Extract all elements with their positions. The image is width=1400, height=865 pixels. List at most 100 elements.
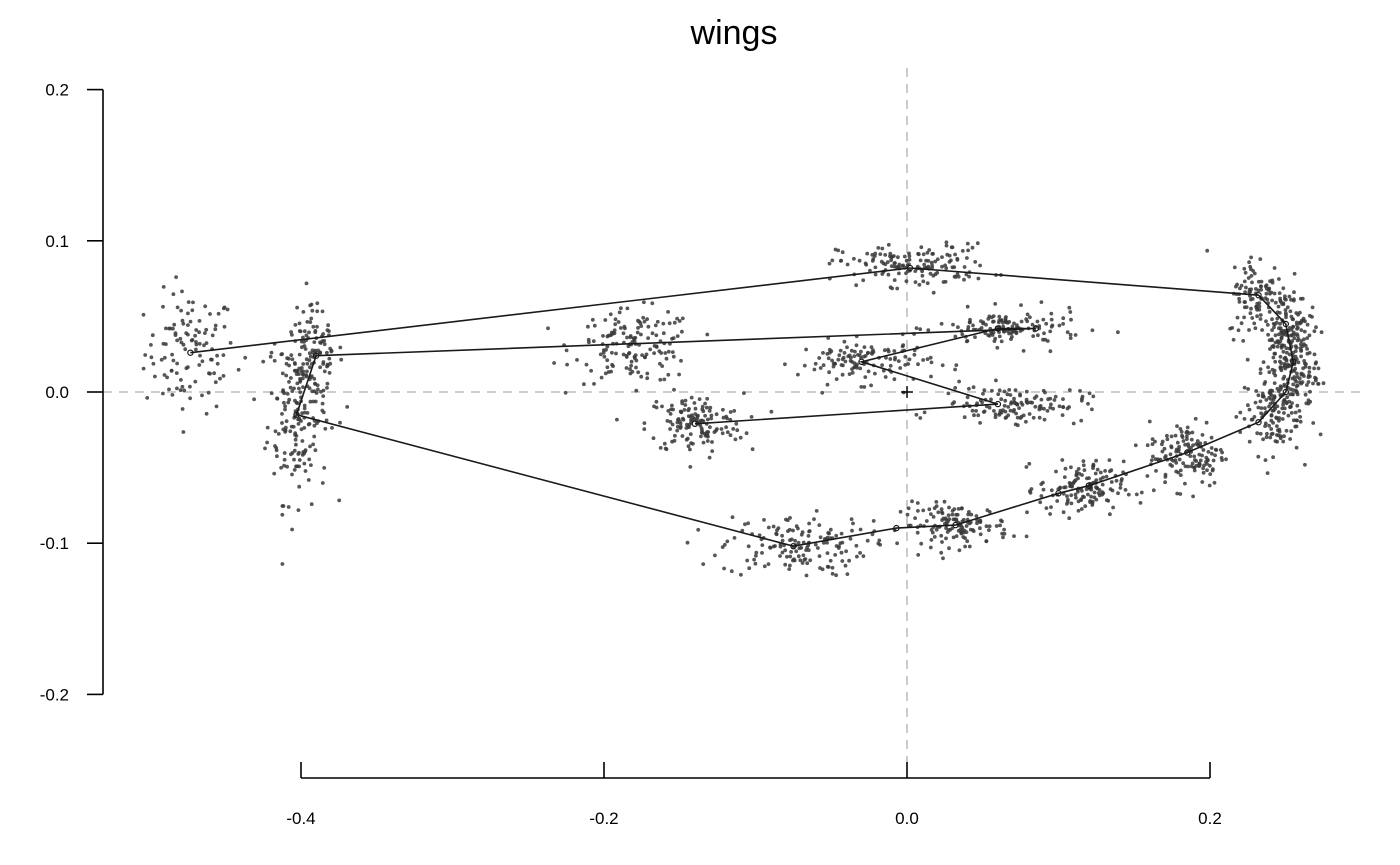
data-point <box>1277 277 1281 281</box>
data-point <box>978 421 982 425</box>
data-point <box>300 453 305 457</box>
data-point <box>1071 421 1076 426</box>
data-point <box>1271 397 1276 402</box>
data-point <box>1154 469 1158 473</box>
data-point <box>292 457 296 462</box>
data-point <box>871 348 875 352</box>
data-point <box>1049 488 1054 493</box>
data-point <box>995 345 1000 350</box>
data-point <box>1063 485 1068 490</box>
data-point <box>680 434 685 438</box>
data-point <box>944 536 948 541</box>
data-point <box>817 523 822 527</box>
data-point <box>760 551 764 555</box>
data-point <box>1055 499 1060 503</box>
data-point <box>1048 329 1053 334</box>
data-point <box>1291 392 1295 397</box>
data-point <box>1264 283 1269 288</box>
data-point <box>849 517 854 521</box>
data-point <box>729 569 734 574</box>
data-point <box>825 535 830 540</box>
data-point <box>853 349 857 354</box>
data-point <box>634 365 638 370</box>
data-point <box>208 312 212 316</box>
data-point <box>725 416 729 421</box>
data-point <box>1243 300 1247 304</box>
data-point <box>973 260 978 264</box>
data-point <box>1274 415 1279 420</box>
data-point <box>1100 490 1105 495</box>
data-point <box>272 471 277 476</box>
data-point <box>283 407 287 412</box>
data-point <box>675 334 680 338</box>
data-point <box>320 309 325 314</box>
data-point <box>806 534 811 538</box>
data-point <box>895 541 899 546</box>
data-point <box>1273 439 1278 443</box>
data-point <box>634 388 639 393</box>
data-point <box>1258 371 1263 375</box>
data-point <box>984 322 988 327</box>
data-point <box>683 403 688 407</box>
data-point <box>1220 458 1224 462</box>
data-point <box>1318 432 1323 437</box>
data-point <box>932 535 937 539</box>
data-point <box>1253 400 1258 405</box>
data-point <box>783 562 788 567</box>
data-point <box>940 540 944 544</box>
data-point <box>1237 296 1241 301</box>
data-point <box>1297 320 1302 325</box>
data-point <box>818 566 822 570</box>
data-point <box>1271 344 1276 348</box>
data-point <box>1306 380 1311 384</box>
data-point <box>957 548 962 553</box>
data-point <box>886 242 891 247</box>
data-point <box>1024 465 1029 469</box>
data-point <box>289 424 294 429</box>
data-point <box>564 348 569 353</box>
data-point <box>994 378 998 383</box>
data-point <box>904 271 908 276</box>
data-point <box>932 506 937 511</box>
data-point <box>145 396 150 400</box>
data-point <box>213 327 218 332</box>
data-point <box>1288 309 1293 314</box>
data-point <box>1260 328 1264 332</box>
data-point <box>975 401 979 406</box>
data-point <box>1046 397 1050 402</box>
data-point <box>1039 494 1044 498</box>
data-point <box>813 542 818 547</box>
data-point <box>869 345 874 349</box>
data-point <box>1068 336 1073 340</box>
data-point <box>984 524 989 529</box>
data-point <box>197 330 202 335</box>
data-point <box>1000 531 1004 536</box>
data-point <box>982 388 987 393</box>
data-point <box>921 279 926 284</box>
data-point <box>769 409 774 414</box>
data-point <box>974 514 979 518</box>
data-point <box>207 371 211 376</box>
data-point <box>311 324 316 329</box>
data-point <box>1039 397 1044 402</box>
data-point <box>699 434 703 439</box>
data-point <box>997 314 1002 319</box>
data-point <box>1288 392 1292 397</box>
data-point <box>626 344 631 349</box>
data-point <box>934 527 939 532</box>
data-point <box>181 430 186 434</box>
data-point <box>914 326 919 330</box>
data-point <box>301 385 305 389</box>
data-point <box>263 446 267 451</box>
data-point <box>1235 315 1240 320</box>
data-point <box>1291 418 1296 423</box>
data-point <box>1269 418 1274 423</box>
data-point <box>338 420 342 425</box>
y-tick-label: -0.1 <box>40 534 69 553</box>
data-point <box>592 323 597 328</box>
data-point <box>289 452 293 457</box>
data-point <box>754 550 759 555</box>
data-point <box>913 516 917 520</box>
data-point <box>186 332 190 337</box>
data-point <box>680 401 685 406</box>
